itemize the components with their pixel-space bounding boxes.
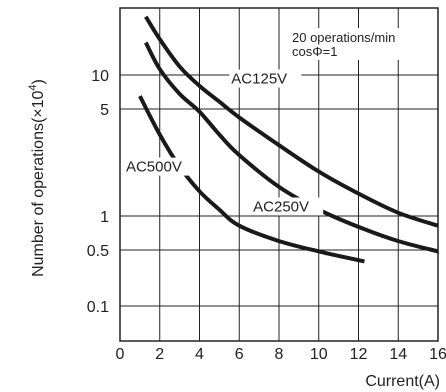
note-line-1: 20 operations/min <box>292 30 395 45</box>
x-tick-label: 8 <box>275 346 284 363</box>
x-tick-label: 2 <box>155 346 164 363</box>
y-axis-title-exponent: 4 <box>27 84 39 90</box>
series-label-backdrop <box>251 197 324 216</box>
y-tick-label: 0.5 <box>87 243 109 260</box>
x-tick-labels: 0 2 4 6 8 10 12 14 16 <box>116 346 446 363</box>
x-axis-title: Current(A) <box>365 373 440 390</box>
plot-frame <box>119 7 439 342</box>
y-tick-label: 0.1 <box>87 299 109 316</box>
x-tick-label: 14 <box>389 346 407 363</box>
curves <box>138 15 439 264</box>
x-tick-label: 4 <box>195 346 204 363</box>
series-label-backdrop <box>229 69 302 88</box>
y-tick-labels: 10 5 1 0.5 0.1 <box>87 68 109 316</box>
y-axis-title-close: ) <box>30 79 47 84</box>
note-backdrop <box>288 28 420 60</box>
y-tick-label: 10 <box>91 68 109 85</box>
x-tick-label: 16 <box>429 346 446 363</box>
operating-conditions-note: 20 operations/min cosΦ=1 <box>292 30 395 59</box>
note-line-2: cosΦ=1 <box>292 44 337 59</box>
x-tick-label: 0 <box>116 346 125 363</box>
x-tick-label: 10 <box>310 346 328 363</box>
y-tick-label: 1 <box>100 209 109 226</box>
curve-ac125v <box>144 15 439 228</box>
x-tick-label: 12 <box>350 346 368 363</box>
curve-ac250v <box>144 41 439 254</box>
y-axis-title: Number of operations(×104) <box>27 79 47 277</box>
x-tick-label: 6 <box>235 346 244 363</box>
curve-ac500v <box>138 95 365 264</box>
labels: AC125V AC250V AC500V <box>123 69 324 216</box>
series-label-backdrop <box>123 157 196 176</box>
series-label-ac125v: AC125V <box>231 71 287 88</box>
grid <box>120 8 438 341</box>
y-axis-title-main: Number of operations(×10 <box>30 90 47 276</box>
series-label-ac250v: AC250V <box>253 199 309 216</box>
series-label-ac500v: AC500V <box>126 159 182 176</box>
y-tick-label: 5 <box>100 102 109 119</box>
